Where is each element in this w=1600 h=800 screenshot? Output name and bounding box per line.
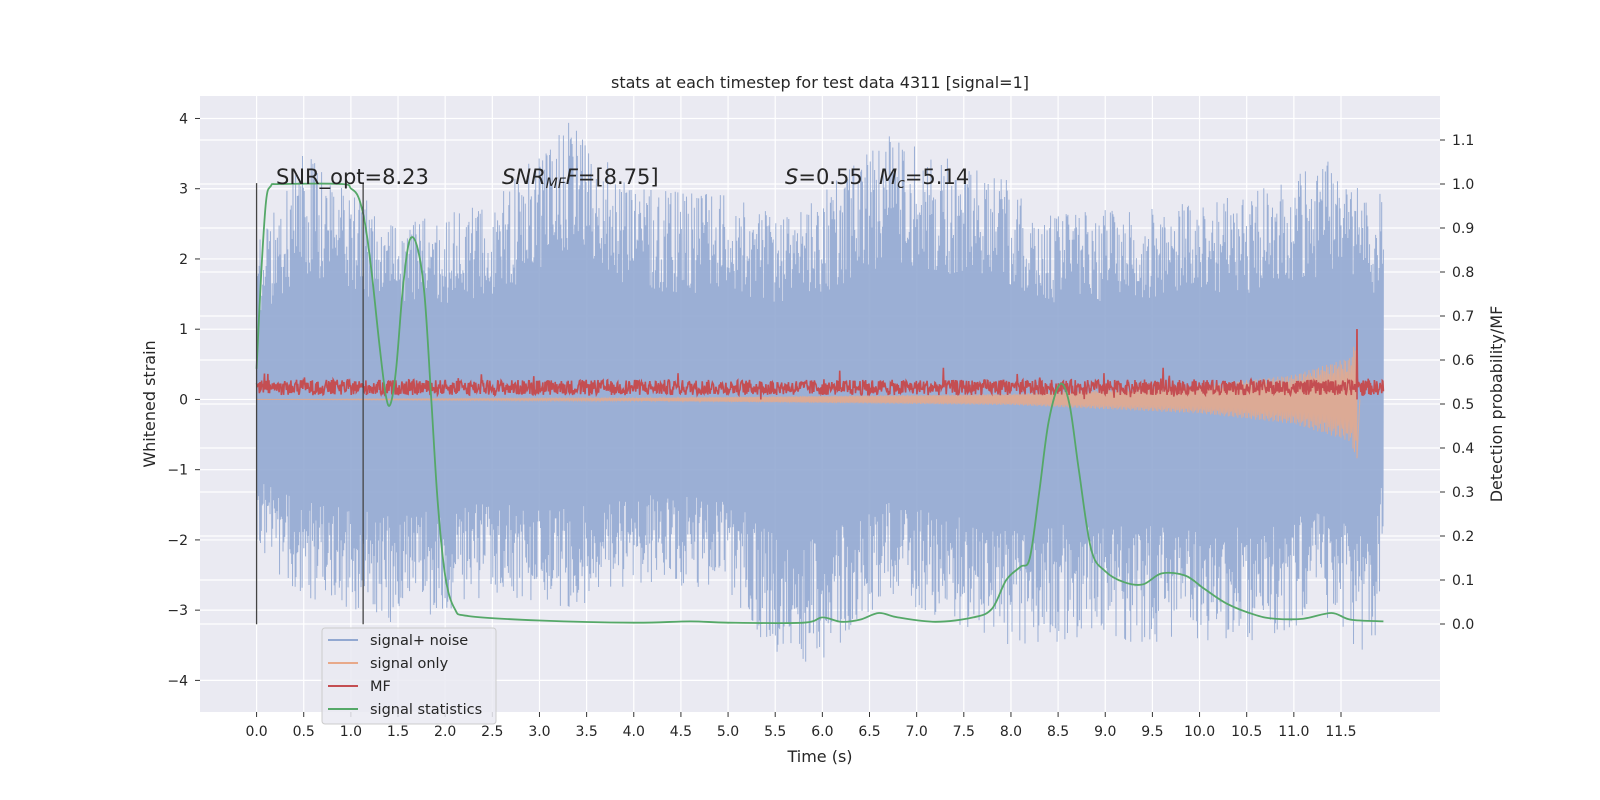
y-tick-label-left: −2 — [167, 533, 188, 549]
x-tick-label: 2.5 — [481, 724, 503, 740]
y-tick-label-right: 0.9 — [1452, 221, 1474, 237]
x-tick-label: 9.0 — [1094, 724, 1116, 740]
y-tick-label-left: 0 — [179, 392, 188, 408]
annotation-snr-opt: SNR_opt=8.23 — [276, 165, 429, 190]
x-tick-label: 9.5 — [1141, 724, 1163, 740]
x-tick-label: 11.0 — [1278, 724, 1309, 740]
x-tick-label: 1.0 — [340, 724, 362, 740]
y-tick-label-right: 1.0 — [1452, 177, 1474, 193]
chart-title: stats at each timestep for test data 431… — [611, 73, 1029, 92]
x-tick-label: 0.5 — [293, 724, 315, 740]
y-tick-label-left: 3 — [179, 182, 188, 198]
y-tick-label-left: 4 — [179, 111, 188, 127]
x-tick-label: 7.5 — [953, 724, 975, 740]
x-tick-label: 8.0 — [1000, 724, 1022, 740]
s-label: S — [785, 165, 798, 189]
y-tick-label-right: 0.1 — [1452, 573, 1474, 589]
legend-label-mf: MF — [370, 679, 391, 695]
legend-box — [321, 627, 497, 725]
snr-mf-label: SNR — [502, 165, 546, 189]
x-tick-label: 11.5 — [1325, 724, 1356, 740]
y-tick-label-left: 2 — [179, 252, 188, 268]
annotation-mc: Mc=5.14 — [879, 165, 969, 192]
x-tick-label: 6.0 — [811, 724, 833, 740]
y-tick-label-left: −3 — [167, 603, 188, 619]
tick-labels: 0.0 0.5 1.0 1.5 2.0 2.5 3.0 3.5 4.0 4.5 5.0 5.5 6.0 6… — [167, 111, 1474, 740]
series-signal-plus-noise-line — [256, 122, 1384, 662]
x-tick-label: 6.5 — [858, 724, 880, 740]
legend-label-signal-only: signal only — [370, 656, 449, 672]
y-tick-label-right: 0.7 — [1452, 309, 1474, 325]
x-tick-label: 0.0 — [245, 724, 267, 740]
series-mf-line — [255, 329, 1385, 400]
y-tick-label-left: −1 — [167, 463, 188, 479]
x-tick-label: 1.5 — [387, 724, 409, 740]
series-signal-statistics-line — [255, 182, 1384, 625]
y-tick-label-right: 0.6 — [1452, 353, 1474, 369]
y-axis-label-left: Whitened strain — [140, 340, 159, 467]
y-tick-label-right: 0.8 — [1452, 265, 1474, 281]
x-tick-label: 3.5 — [575, 724, 597, 740]
y-tick-label-right: 1.1 — [1452, 133, 1474, 149]
legend: signal+ noise signal only MF signal stat… — [321, 627, 497, 725]
mc-subscript: c — [897, 176, 905, 192]
snr-mf-subscript: MF — [546, 176, 567, 192]
snr-mf-f: F — [566, 165, 579, 189]
legend-label-signal-noise: signal+ noise — [370, 633, 468, 649]
y-axis-label-right: Detection probability/MF — [1487, 306, 1506, 503]
series-signal-only-line — [256, 346, 1361, 459]
annotation-s: S=0.55 — [785, 165, 863, 189]
x-axis-label: Time (s) — [786, 747, 852, 766]
x-tick-label: 10.0 — [1184, 724, 1215, 740]
x-tick-label: 4.0 — [623, 724, 645, 740]
snr-mf-value: =[8.75] — [578, 165, 659, 189]
annotation-snr-mf: SNRMFF=[8.75] — [502, 165, 659, 192]
x-tick-label: 8.5 — [1047, 724, 1069, 740]
x-tick-label: 3.0 — [528, 724, 550, 740]
vertical-markers — [255, 183, 364, 625]
x-tick-label: 5.5 — [764, 724, 786, 740]
x-tick-label: 7.0 — [906, 724, 928, 740]
legend-label-signal-statistics: signal statistics — [370, 702, 482, 718]
y-tick-label-right: 0.3 — [1452, 485, 1474, 501]
y-tick-label-right: 0.4 — [1452, 441, 1474, 457]
x-tick-label: 5.0 — [717, 724, 739, 740]
s-value: =0.55 — [798, 165, 862, 189]
series-layer — [255, 122, 1385, 662]
y-tick-label-right: 0.0 — [1452, 617, 1474, 633]
x-tick-label: 10.5 — [1231, 724, 1262, 740]
x-tick-label: 4.5 — [670, 724, 692, 740]
y-tick-label-left: −4 — [167, 673, 188, 689]
y-tick-label-right: 0.2 — [1452, 529, 1474, 545]
x-tick-label: 2.0 — [434, 724, 456, 740]
mc-value: =5.14 — [905, 165, 969, 189]
y-tick-label-right: 0.5 — [1452, 397, 1474, 413]
mc-label: M — [879, 165, 897, 189]
y-tick-label-left: 1 — [179, 322, 188, 338]
